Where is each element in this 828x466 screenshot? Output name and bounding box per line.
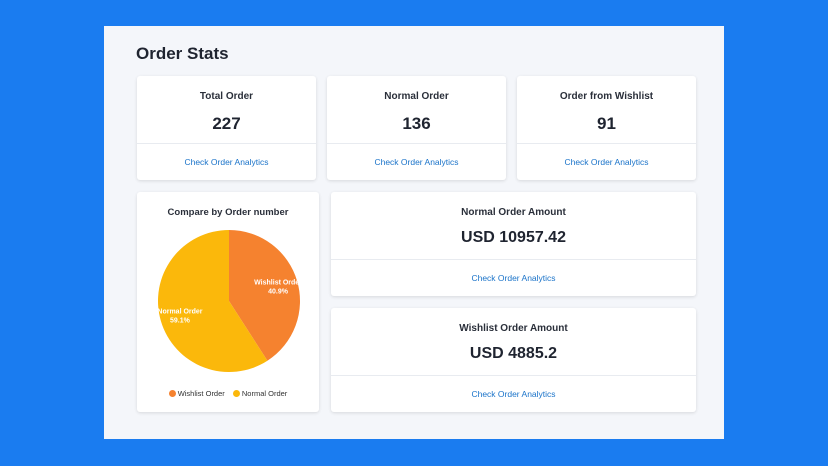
check-order-analytics-link[interactable]: Check Order Analytics — [331, 259, 696, 296]
check-order-analytics-link[interactable]: Check Order Analytics — [331, 375, 696, 412]
compare-chart-card: Compare by Order number Wishlist Order 40… — [137, 192, 319, 412]
legend-dot-icon — [168, 390, 176, 397]
card-title: Normal Order Amount — [461, 207, 566, 218]
pie-slice-wishlist-order[interactable] — [229, 230, 300, 361]
card-title: Total Order — [199, 91, 254, 102]
pie-percent-label: 40.9% — [268, 289, 289, 296]
page-title: Order Stats — [136, 44, 229, 63]
wishlist-order-card: Order from Wishlist 91 Check Order Analy… — [517, 76, 696, 180]
pie-percent-label: 59.1% — [170, 317, 191, 324]
legend-dot-icon — [232, 390, 240, 397]
card-title: Normal Order — [384, 91, 449, 102]
card-value: 91 — [597, 114, 616, 133]
check-order-analytics-link[interactable]: Check Order Analytics — [137, 143, 316, 180]
check-order-analytics-link[interactable]: Check Order Analytics — [517, 143, 696, 180]
order-stats-panel: Order Stats Total Order 227 Check Order … — [104, 26, 724, 439]
normal-order-card: Normal Order 136 Check Order Analytics — [327, 76, 506, 180]
legend-item-wishlist-order[interactable]: Wishlist Order — [168, 389, 225, 398]
pie-chart: Wishlist Order 40.9% Normal Order 59.1% — [157, 230, 302, 372]
legend-label: Normal Order — [241, 389, 288, 398]
chart-title: Compare by Order number — [167, 207, 289, 218]
card-value: 227 — [212, 114, 241, 133]
total-order-card: Total Order 227 Check Order Analytics — [137, 76, 316, 180]
check-order-analytics-link[interactable]: Check Order Analytics — [327, 143, 506, 180]
legend-label: Wishlist Order — [177, 389, 225, 398]
card-title: Order from Wishlist — [559, 91, 654, 102]
chart-legend: Wishlist Order Normal Order — [137, 389, 319, 398]
legend-item-normal-order[interactable]: Normal Order — [232, 389, 288, 398]
pie-category-label: Normal Order — [157, 308, 202, 315]
card-value: USD 10957.42 — [461, 229, 566, 246]
card-value: 136 — [402, 114, 431, 133]
normal-order-amount-card: Normal Order Amount USD 10957.42 Check O… — [331, 192, 696, 296]
pie-category-label: Wishlist Order — [254, 280, 302, 287]
pie-slice-normal-order[interactable] — [157, 230, 268, 372]
card-value: USD 4885.2 — [469, 345, 558, 362]
card-title: Wishlist Order Amount — [459, 323, 568, 334]
wishlist-order-amount-card: Wishlist Order Amount USD 4885.2 Check O… — [331, 308, 696, 412]
